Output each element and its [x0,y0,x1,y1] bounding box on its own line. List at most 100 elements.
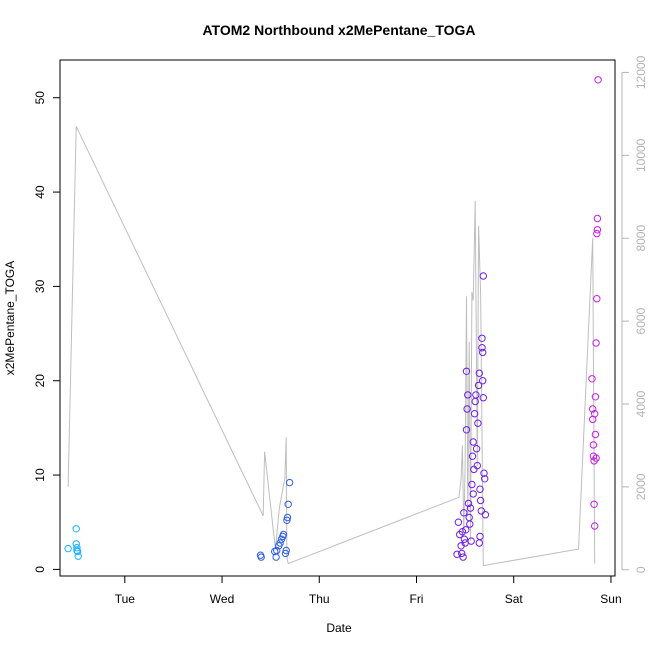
y-left-tick-label: 0 [33,566,47,573]
data-point [469,490,477,498]
y-left-tick-label: 10 [33,468,47,482]
data-point [279,530,288,539]
data-point [479,377,487,385]
data-point [481,475,489,483]
x-tick-label: Sun [600,592,621,606]
altitude-line [67,126,596,567]
data-point [463,405,471,413]
data-point [593,214,602,223]
data-point [593,226,602,234]
x-axis-label: Date [326,621,352,635]
plot-area-box [59,59,616,577]
data-point [72,525,80,533]
data-point [462,367,471,375]
x-axis: Tue Wed Thu Fri Sat Sun [115,576,622,606]
data-point [591,522,599,530]
data-point [460,535,469,543]
altitude-line-layer [67,126,596,567]
data-point [478,344,486,352]
data-point [73,544,81,552]
y-left-tick-label: 20 [33,374,47,388]
data-point [460,509,468,517]
data-point [472,445,481,453]
y-left-tick-label: 30 [33,279,47,293]
data-point [64,544,72,553]
data-point [481,511,490,519]
data-point [591,393,600,401]
data-point [468,480,476,489]
data-point [469,438,477,446]
y-right-tick-label: 8000 [634,225,648,252]
chart-title: ATOM2 Northbound x2MePentane_TOGA [202,22,475,38]
data-point [476,496,485,505]
data-point [472,391,480,399]
x-tick-label: Wed [210,592,234,606]
data-point [593,229,601,238]
data-point [593,295,601,303]
data-point [592,339,600,347]
data-point [73,547,82,556]
data-point [464,499,473,508]
y-right-tick-label: 12000 [634,55,648,89]
y-axis-label: x2MePentane_TOGA [3,261,17,376]
data-point [477,507,485,515]
data-point [479,394,487,402]
y-right-tick-label: 4000 [634,390,648,417]
data-point [468,452,477,460]
y-right-tick-label: 6000 [634,307,648,334]
data-point [462,526,470,534]
data-point [257,553,265,561]
y-axis-left: 0 10 20 30 40 50 [33,91,60,573]
data-point [591,430,600,439]
data-point [474,419,482,427]
data-point [588,375,596,383]
data-point [480,469,488,477]
data-point [74,552,82,560]
x-tick-label: Fri [409,592,423,606]
y-axis-right: 0 2000 4000 6000 8000 10000 12000 [621,55,648,573]
data-point [479,348,487,357]
data-point [466,520,474,528]
data-point [470,465,478,474]
x-tick-label: Tue [115,592,136,606]
data-point [464,391,472,399]
data-point [474,381,483,390]
data-point [459,553,467,561]
y-left-tick-label: 50 [33,91,47,105]
data-points-layer [64,76,602,561]
data-point [589,441,598,449]
x-tick-label: Sat [505,592,524,606]
data-point [475,369,483,377]
data-point [462,426,471,434]
data-point [479,272,487,280]
data-point [589,405,597,413]
data-point [283,516,291,524]
data-point [476,532,484,541]
data-point [273,546,281,555]
data-point [281,549,290,558]
y-right-tick-label: 10000 [634,138,648,172]
data-point [591,410,599,418]
y-right-tick-label: 0 [634,566,648,573]
data-point [467,537,475,545]
data-point [473,461,481,470]
data-point [475,539,483,547]
data-point [478,334,486,342]
data-point [466,504,475,512]
data-point [284,500,292,508]
y-left-tick-label: 40 [33,185,47,199]
data-point [454,518,463,526]
data-point [276,539,284,547]
data-point [283,513,292,522]
data-point [458,549,466,558]
data-point [470,410,479,418]
data-point [590,500,598,508]
data-point [282,546,290,555]
data-point [476,485,484,493]
x-tick-label: Thu [309,592,330,606]
data-point [594,76,602,84]
y-right-tick-label: 2000 [634,473,648,500]
data-point [465,513,473,522]
data-point [592,454,600,462]
